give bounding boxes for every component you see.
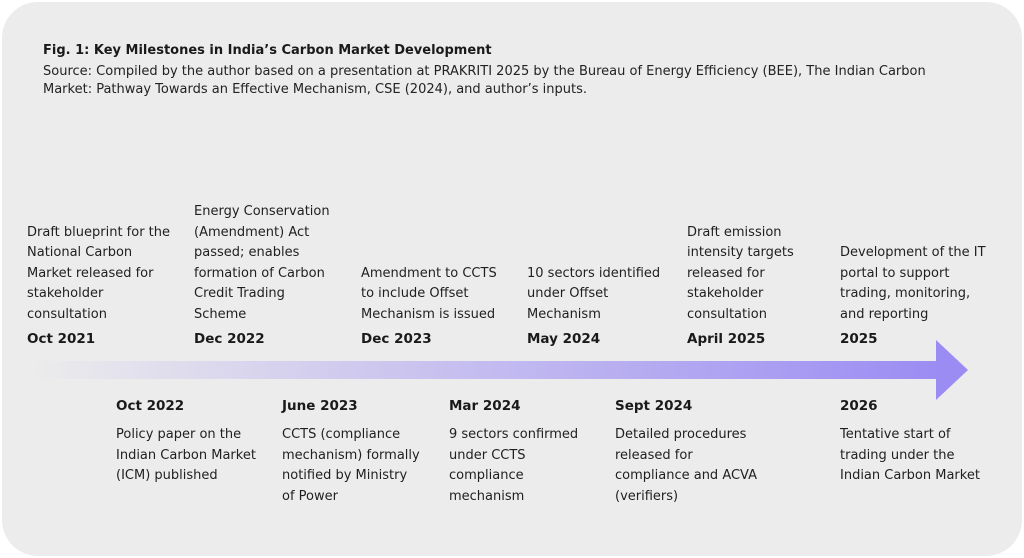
- milestone-date: 2025: [840, 331, 878, 347]
- milestone-top: Draft blueprint for the National Carbon …: [27, 187, 175, 325]
- milestone-top: Development of the IT portal to support …: [840, 187, 986, 325]
- milestone-date: Dec 2022: [194, 331, 265, 347]
- milestone-date: Oct 2021: [27, 331, 96, 347]
- milestone-text: Draft blueprint for the National Carbon …: [27, 224, 171, 322]
- milestone-text: Policy paper on the Indian Carbon Market…: [116, 427, 256, 483]
- milestone-text: 10 sectors identified under Offset Mecha…: [527, 265, 661, 322]
- milestone-top: Energy Conservation (Amendment) Act pass…: [194, 187, 334, 325]
- milestone-bottom: Policy paper on the Indian Carbon Market…: [116, 425, 256, 487]
- milestone-top: Draft emission intensity targets release…: [687, 187, 827, 325]
- milestone-bottom: CCTS (compliance mechanism) formally not…: [282, 425, 422, 507]
- milestone-date: Mar 2024: [449, 398, 521, 414]
- milestone-bottom: 9 sectors confirmed under CCTS complianc…: [449, 425, 594, 507]
- milestone-top: 10 sectors identified under Offset Mecha…: [527, 187, 667, 325]
- milestone-date: 2026: [840, 398, 878, 414]
- milestone-bottom: Detailed procedures released for complia…: [615, 425, 763, 507]
- milestone-date: June 2023: [282, 398, 358, 414]
- milestone-text: Draft emission intensity targets release…: [687, 224, 794, 322]
- figure-title: Fig. 1: Key Milestones in India’s Carbon…: [43, 43, 492, 58]
- arrow-head: [936, 340, 968, 400]
- milestone-top: Amendment to CCTS to include Offset Mech…: [361, 187, 509, 325]
- milestone-date: May 2024: [527, 331, 601, 347]
- milestone-text: Amendment to CCTS to include Offset Mech…: [361, 265, 497, 322]
- timeline-arrow: [30, 340, 968, 400]
- arrow-shaft: [30, 361, 940, 379]
- milestone-date: April 2025: [687, 331, 766, 347]
- milestone-date: Dec 2023: [361, 331, 432, 347]
- milestone-text: Development of the IT portal to support …: [840, 245, 986, 322]
- figure-source: Source: Compiled by the author based on …: [43, 64, 926, 97]
- milestone-text: 9 sectors confirmed under CCTS complianc…: [449, 427, 579, 504]
- milestone-text: CCTS (compliance mechanism) formally not…: [282, 427, 420, 504]
- milestone-bottom: Tentative start of trading under the Ind…: [840, 425, 980, 487]
- milestone-text: Tentative start of trading under the Ind…: [840, 427, 980, 483]
- milestone-text: Energy Conservation (Amendment) Act pass…: [194, 204, 330, 322]
- milestone-text: Detailed procedures released for complia…: [615, 427, 758, 504]
- milestone-date: Sept 2024: [615, 398, 693, 414]
- milestone-date: Oct 2022: [116, 398, 185, 414]
